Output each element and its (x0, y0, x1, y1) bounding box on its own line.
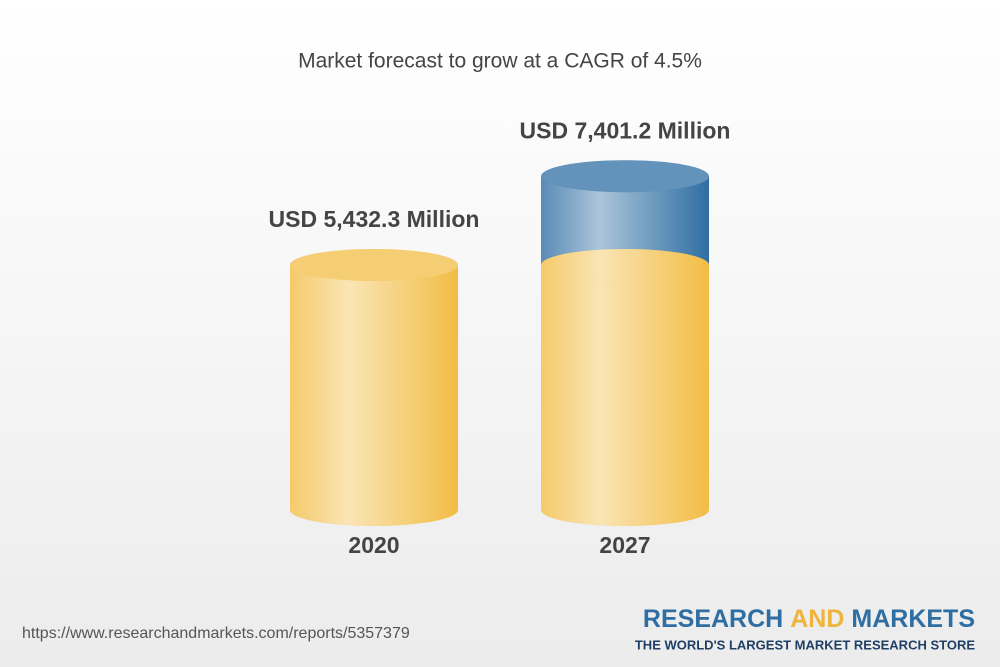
cylinder-shine (541, 265, 709, 510)
category-label: 2020 (348, 532, 399, 558)
value-label: USD 7,401.2 Million (520, 117, 731, 143)
logo-part: AND (790, 605, 844, 633)
cylinder-top-shine (541, 160, 709, 193)
cylinder-top (290, 249, 458, 281)
logo-part: RESEARCH (643, 605, 783, 633)
logo: RESEARCH AND MARKETS (643, 605, 975, 633)
logo-part: MARKETS (851, 605, 975, 633)
value-label: USD 5,432.3 Million (269, 206, 480, 232)
segment-edge-shine (541, 249, 709, 281)
cylinder-shine (290, 265, 458, 510)
plot: USD 5,432.3 Million 2020 USD 7,401.2 Milli… (269, 117, 731, 558)
source-url: https://www.researchandmarkets.com/repor… (22, 625, 410, 642)
category-label: 2027 (599, 532, 650, 558)
cylinder-top-shine (290, 249, 458, 281)
chart-title: Market forecast to grow at a CAGR of 4.5… (298, 50, 702, 73)
logo-tagline: THE WORLD'S LARGEST MARKET RESEARCH STOR… (635, 637, 975, 652)
cylinder-top (541, 160, 709, 193)
